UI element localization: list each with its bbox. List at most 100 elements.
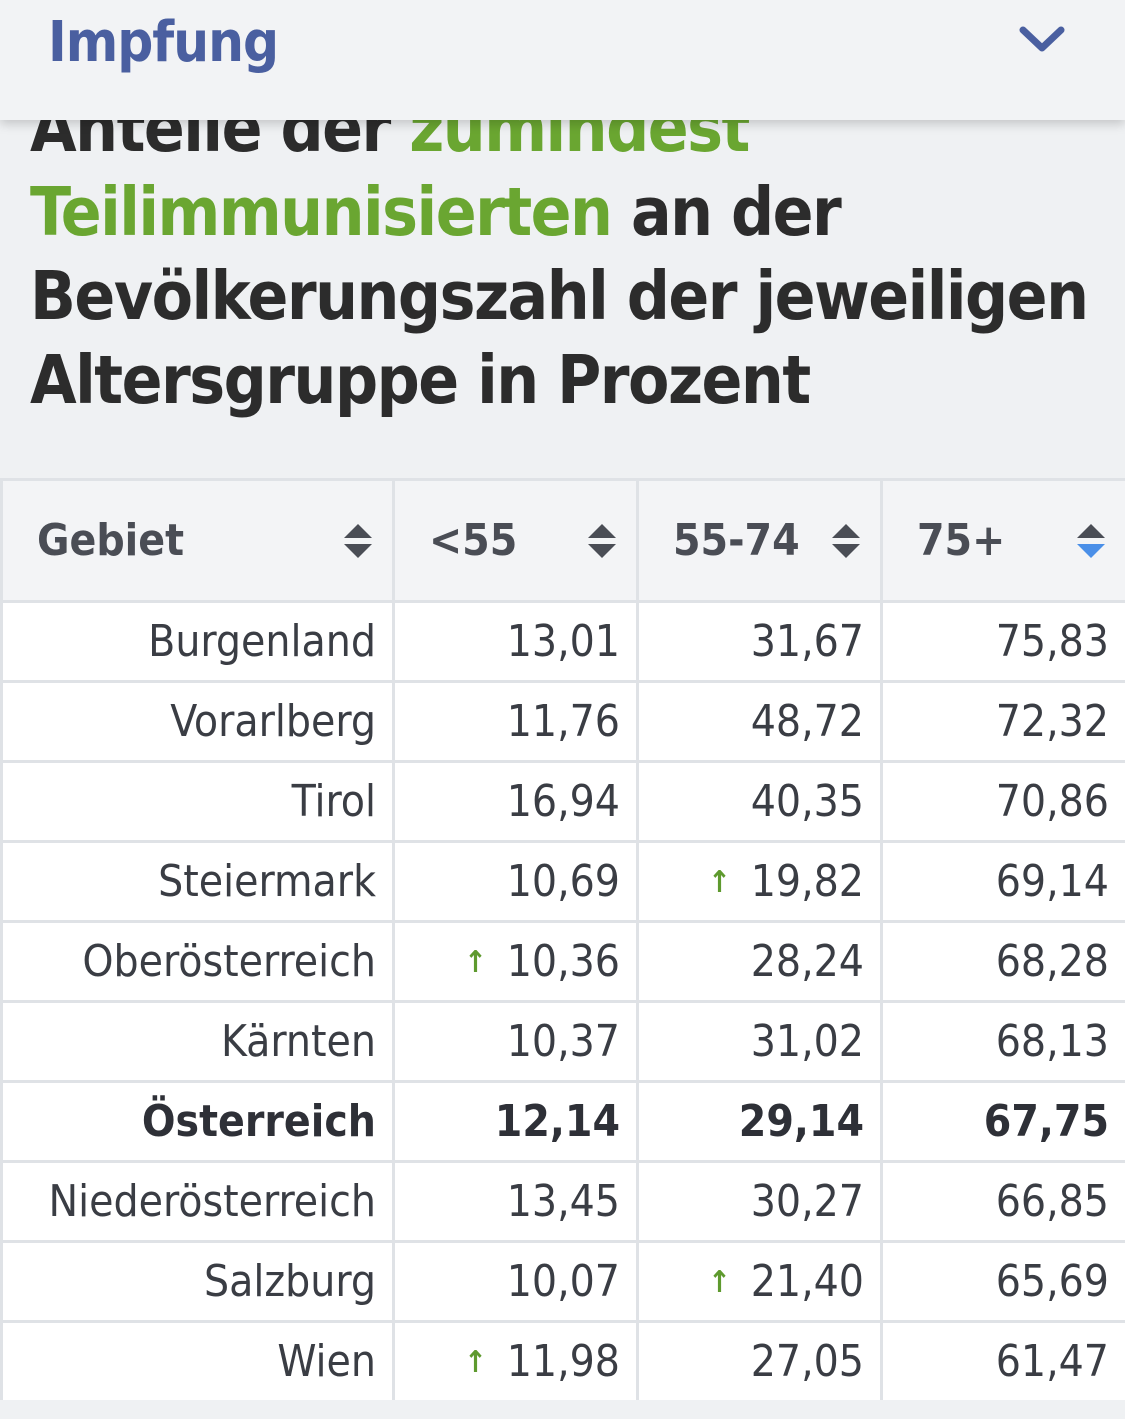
cell-55-74-value: 29,14 — [738, 1096, 864, 1147]
cell-gebiet: Burgenland — [0, 600, 395, 683]
column-label: <55 — [429, 515, 518, 566]
cell-55-74: 48,72 — [636, 680, 883, 763]
cell-gebiet: Oberösterreich — [0, 920, 395, 1003]
headline-line-3: Bevölkerungszahl der jeweiligen — [30, 257, 1089, 335]
cell-55-74: 28,24 — [636, 920, 883, 1003]
column-header-gebiet[interactable]: Gebiet — [0, 478, 395, 603]
cell-under-55-value: 10,37 — [506, 1016, 620, 1067]
cell-gebiet: Wien — [0, 1320, 395, 1403]
table-row: Steiermark 10,69 ↑ 19,82 69,14 — [0, 840, 1125, 923]
vaccination-table: Gebiet <55 55-74 75+ Burgenland 13,01 31,6… — [0, 478, 1125, 1403]
cell-75-plus-value: 67,75 — [983, 1096, 1109, 1147]
cell-gebiet-value: Oberösterreich — [82, 936, 376, 987]
table-body: Burgenland 13,01 31,67 75,83 Vorarlberg 11,76… — [0, 600, 1125, 1403]
cell-55-74: ↑ 21,40 — [636, 1240, 883, 1323]
cell-under-55-value: 16,94 — [506, 776, 620, 827]
cell-55-74: ↑ 19,82 — [636, 840, 883, 923]
up-arrow-icon: ↑ — [464, 945, 487, 980]
cell-under-55-value: 10,69 — [506, 856, 620, 907]
cell-gebiet: Steiermark — [0, 840, 395, 923]
up-arrow-icon: ↑ — [708, 1265, 731, 1300]
cell-gebiet: Salzburg — [0, 1240, 395, 1323]
cell-gebiet-value: Steiermark — [158, 856, 376, 907]
table-row: Vorarlberg 11,76 48,72 72,32 — [0, 680, 1125, 763]
cell-75-plus: 68,13 — [880, 1000, 1125, 1083]
cell-55-74: 29,14 — [636, 1080, 883, 1163]
headline-text: an der — [630, 173, 842, 251]
cell-55-74-value: 21,40 — [750, 1256, 864, 1307]
cell-55-74: 27,05 — [636, 1320, 883, 1403]
cell-55-74-value: 27,05 — [750, 1336, 864, 1387]
sort-icon[interactable] — [830, 521, 862, 561]
section-title: Impfung — [48, 10, 279, 75]
column-header-75-plus[interactable]: 75+ — [880, 478, 1125, 603]
cell-75-plus: 70,86 — [880, 760, 1125, 843]
cell-75-plus-value: 70,86 — [995, 776, 1109, 827]
cell-gebiet: Kärnten — [0, 1000, 395, 1083]
cell-gebiet-value: Vorarlberg — [170, 696, 376, 747]
cell-75-plus: 66,85 — [880, 1160, 1125, 1243]
cell-under-55: 10,07 — [392, 1240, 639, 1323]
column-header-55-74[interactable]: 55-74 — [636, 478, 883, 603]
cell-55-74: 30,27 — [636, 1160, 883, 1243]
cell-under-55-value: 12,14 — [494, 1096, 620, 1147]
cell-under-55: 13,45 — [392, 1160, 639, 1243]
column-header-under-55[interactable]: <55 — [392, 478, 639, 603]
column-label: 55-74 — [673, 515, 800, 566]
cell-75-plus-value: 61,47 — [995, 1336, 1109, 1387]
column-label: Gebiet — [37, 515, 185, 566]
cell-55-74: 40,35 — [636, 760, 883, 843]
cell-75-plus: 68,28 — [880, 920, 1125, 1003]
table-row: Salzburg 10,07 ↑ 21,40 65,69 — [0, 1240, 1125, 1323]
headline-accent: Teilimmunisierten — [30, 173, 613, 251]
cell-gebiet-value: Österreich — [141, 1096, 376, 1147]
cell-under-55: ↑ 11,98 — [392, 1320, 639, 1403]
cell-gebiet-value: Burgenland — [148, 616, 376, 667]
cell-55-74-value: 31,67 — [750, 616, 864, 667]
table-row: Österreich 12,14 29,14 67,75 — [0, 1080, 1125, 1163]
section-header[interactable]: Impfung — [0, 0, 1125, 120]
sort-icon[interactable] — [586, 521, 618, 561]
cell-gebiet: Vorarlberg — [0, 680, 395, 763]
cell-gebiet-value: Salzburg — [203, 1256, 376, 1307]
column-label: 75+ — [917, 515, 1006, 566]
cell-gebiet-value: Tirol — [291, 776, 376, 827]
cell-under-55-value: 13,01 — [506, 616, 620, 667]
cell-under-55-value: 13,45 — [506, 1176, 620, 1227]
table-row: Burgenland 13,01 31,67 75,83 — [0, 600, 1125, 683]
cell-75-plus-value: 65,69 — [995, 1256, 1109, 1307]
headline-line-2: Teilimmunisierten an der — [30, 170, 1090, 254]
cell-gebiet: Niederösterreich — [0, 1160, 395, 1243]
cell-75-plus-value: 68,13 — [995, 1016, 1109, 1067]
table-row: Wien ↑ 11,98 27,05 61,47 — [0, 1320, 1125, 1403]
cell-75-plus-value: 75,83 — [995, 616, 1109, 667]
cell-under-55: 13,01 — [392, 600, 639, 683]
cell-75-plus-value: 68,28 — [995, 936, 1109, 987]
table-row: Tirol 16,94 40,35 70,86 — [0, 760, 1125, 843]
cell-under-55: 12,14 — [392, 1080, 639, 1163]
cell-75-plus: 72,32 — [880, 680, 1125, 763]
sort-descending-icon[interactable] — [1075, 521, 1107, 561]
cell-55-74-value: 48,72 — [750, 696, 864, 747]
cell-under-55: 10,69 — [392, 840, 639, 923]
cell-55-74-value: 28,24 — [750, 936, 864, 987]
cell-55-74-value: 19,82 — [750, 856, 864, 907]
table-row: Niederösterreich 13,45 30,27 66,85 — [0, 1160, 1125, 1243]
cell-gebiet-value: Niederösterreich — [48, 1176, 377, 1227]
cell-75-plus-value: 72,32 — [995, 696, 1109, 747]
sort-icon[interactable] — [342, 521, 374, 561]
cell-under-55: 16,94 — [392, 760, 639, 843]
cell-55-74: 31,02 — [636, 1000, 883, 1083]
cell-75-plus: 67,75 — [880, 1080, 1125, 1163]
cell-under-55: 10,37 — [392, 1000, 639, 1083]
cell-55-74-value: 30,27 — [750, 1176, 864, 1227]
cell-gebiet: Tirol — [0, 760, 395, 843]
chart-headline: Anteile der zumindest Teilimmunisierten … — [30, 86, 1090, 422]
cell-75-plus: 75,83 — [880, 600, 1125, 683]
up-arrow-icon: ↑ — [464, 1345, 487, 1380]
cell-gebiet-value: Kärnten — [221, 1016, 376, 1067]
chevron-down-icon[interactable] — [1017, 20, 1067, 60]
cell-75-plus: 65,69 — [880, 1240, 1125, 1323]
cell-gebiet-value: Wien — [277, 1336, 376, 1387]
cell-55-74: 31,67 — [636, 600, 883, 683]
